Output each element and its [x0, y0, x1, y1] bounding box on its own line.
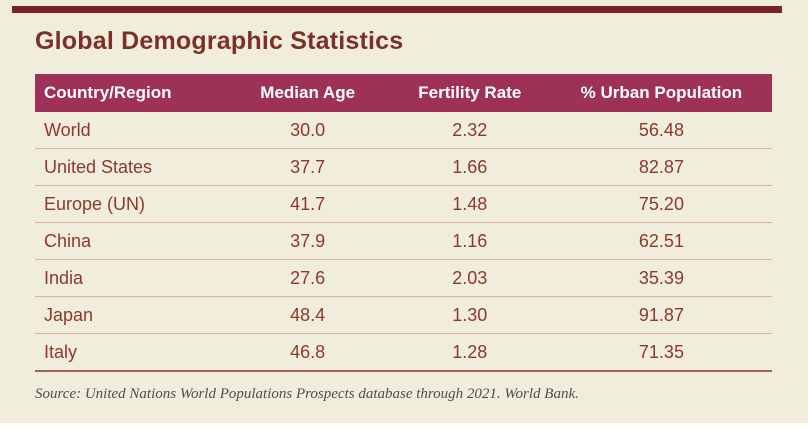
- cell-fertility-rate: 1.66: [388, 148, 551, 186]
- column-header-urban-population: % Urban Population: [550, 74, 772, 112]
- source-note: Source: United Nations World Populations…: [35, 386, 579, 402]
- cell-urban-pct: 75.20: [550, 185, 772, 223]
- cell-fertility-rate: 1.16: [388, 222, 551, 260]
- cell-median-age: 48.4: [226, 296, 389, 334]
- column-header-median-age: Median Age: [226, 74, 389, 112]
- table-row: United States 37.7 1.66 82.87: [35, 148, 772, 186]
- cell-median-age: 37.9: [226, 222, 389, 260]
- cell-median-age: 37.7: [226, 148, 389, 186]
- cell-country: Europe (UN): [35, 185, 227, 223]
- cell-urban-pct: 82.87: [550, 148, 772, 186]
- demographics-table: Country/Region Median Age Fertility Rate…: [35, 74, 772, 372]
- cell-fertility-rate: 1.48: [388, 185, 551, 223]
- page-title: Global Demographic Statistics: [35, 27, 404, 55]
- cell-urban-pct: 56.48: [550, 112, 772, 149]
- cell-urban-pct: 62.51: [550, 222, 772, 260]
- cell-fertility-rate: 1.30: [388, 296, 551, 334]
- cell-country: Italy: [35, 333, 227, 372]
- cell-median-age: 30.0: [226, 112, 389, 149]
- cell-urban-pct: 91.87: [550, 296, 772, 334]
- table-row: India 27.6 2.03 35.39: [35, 259, 772, 297]
- column-header-country: Country/Region: [35, 74, 227, 112]
- table-row: China 37.9 1.16 62.51: [35, 222, 772, 260]
- cell-median-age: 46.8: [226, 333, 389, 372]
- cell-fertility-rate: 2.32: [388, 112, 551, 149]
- table-row: World 30.0 2.32 56.48: [35, 112, 772, 149]
- table-header-row: Country/Region Median Age Fertility Rate…: [35, 74, 772, 112]
- cell-country: China: [35, 222, 227, 260]
- table-row: Europe (UN) 41.7 1.48 75.20: [35, 185, 772, 223]
- table-row: Japan 48.4 1.30 91.87: [35, 296, 772, 334]
- accent-stripe: [12, 6, 782, 13]
- cell-country: United States: [35, 148, 227, 186]
- cell-country: India: [35, 259, 227, 297]
- cell-median-age: 27.6: [226, 259, 389, 297]
- cell-country: Japan: [35, 296, 227, 334]
- cell-urban-pct: 71.35: [550, 333, 772, 372]
- cell-fertility-rate: 2.03: [388, 259, 551, 297]
- cell-urban-pct: 35.39: [550, 259, 772, 297]
- table-row: Italy 46.8 1.28 71.35: [35, 333, 772, 372]
- cell-fertility-rate: 1.28: [388, 333, 551, 372]
- column-header-fertility-rate: Fertility Rate: [388, 74, 551, 112]
- cell-country: World: [35, 112, 227, 149]
- cell-median-age: 41.7: [226, 185, 389, 223]
